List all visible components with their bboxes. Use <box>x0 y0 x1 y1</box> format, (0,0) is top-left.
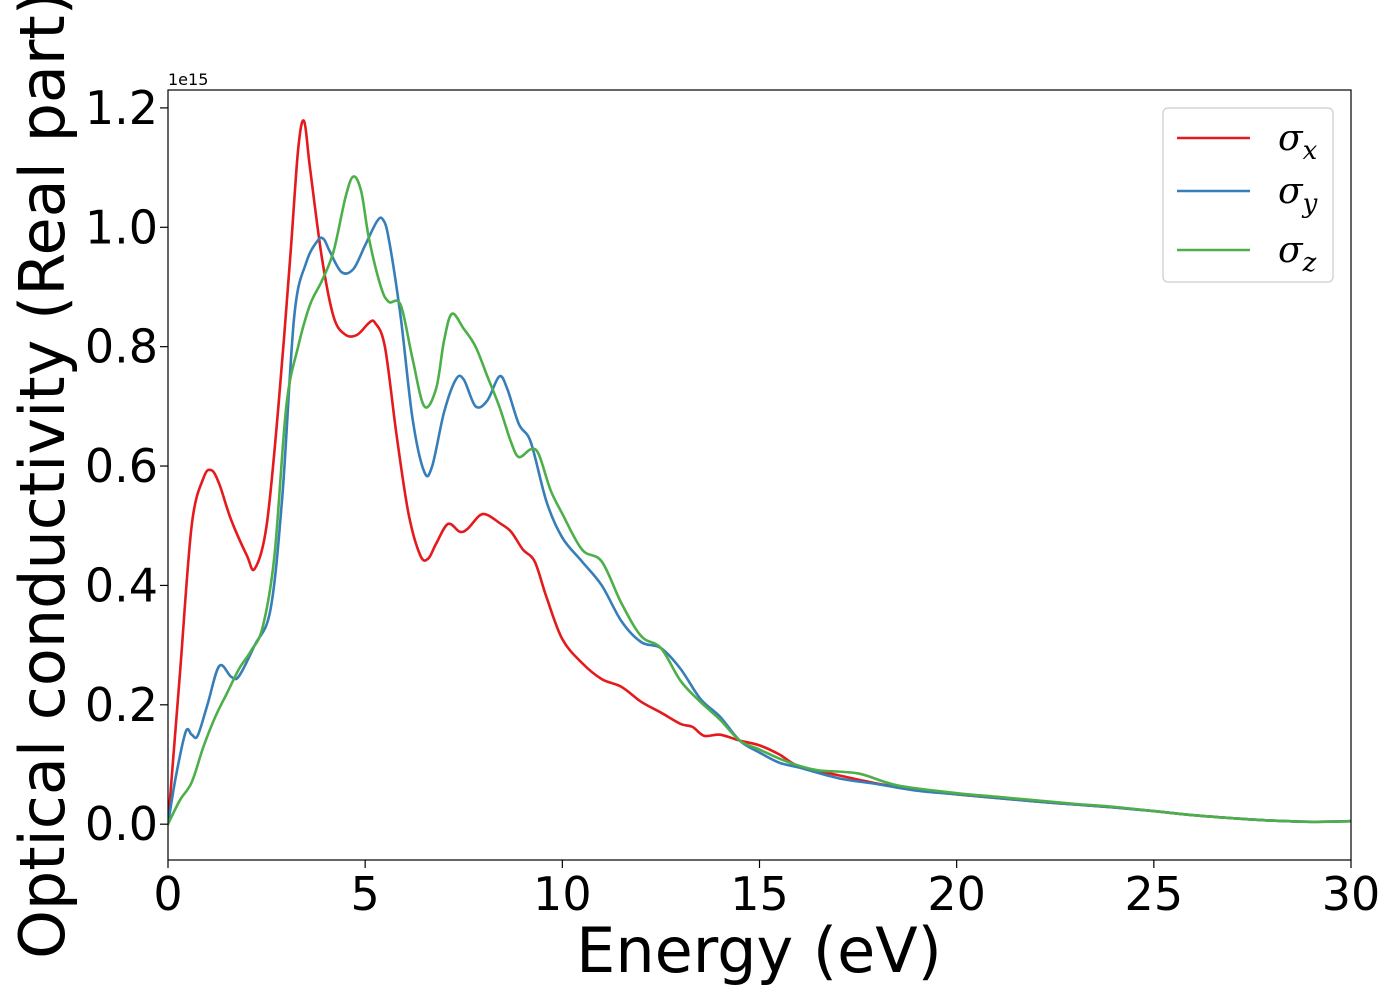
y-offset-label: 1e15 <box>168 70 208 89</box>
x-axis-label: Energy (eV) <box>576 914 942 987</box>
x-tick-label: 20 <box>927 867 986 921</box>
y-tick-label: 0.8 <box>85 320 158 374</box>
y-tick-label: 1.0 <box>85 200 158 254</box>
x-axis: 0 5 10 15 20 25 30 <box>153 860 1380 921</box>
legend-label-x: σx <box>1278 118 1318 166</box>
series-line-y <box>168 216 1351 826</box>
legend-label-y: σy <box>1278 171 1318 219</box>
x-tick-label: 0 <box>153 867 182 921</box>
x-tick-label: 30 <box>1322 867 1381 921</box>
series-layer <box>168 119 1351 826</box>
y-axis-label: Optical conductivity (Real part) <box>6 0 79 959</box>
legend-box <box>1162 107 1334 283</box>
x-tick-label: 10 <box>533 867 592 921</box>
x-tick-label: 25 <box>1125 867 1184 921</box>
x-tick-label: 5 <box>351 867 380 921</box>
y-axis: 0.0 0.2 0.4 0.6 0.8 1.0 1.2 <box>85 81 168 851</box>
y-tick-label: 0.6 <box>85 439 158 493</box>
series-line-z <box>168 175 1351 826</box>
y-tick-label: 0.2 <box>85 678 158 732</box>
legend: σx σy σz <box>1162 107 1334 283</box>
legend-label-z: σz <box>1278 230 1317 278</box>
y-tick-label: 1.2 <box>85 81 158 135</box>
legend-entries: σx σy σz <box>1177 118 1318 278</box>
y-tick-label: 0.0 <box>85 797 158 851</box>
x-tick-label: 15 <box>730 867 789 921</box>
y-tick-label: 0.4 <box>85 558 158 612</box>
